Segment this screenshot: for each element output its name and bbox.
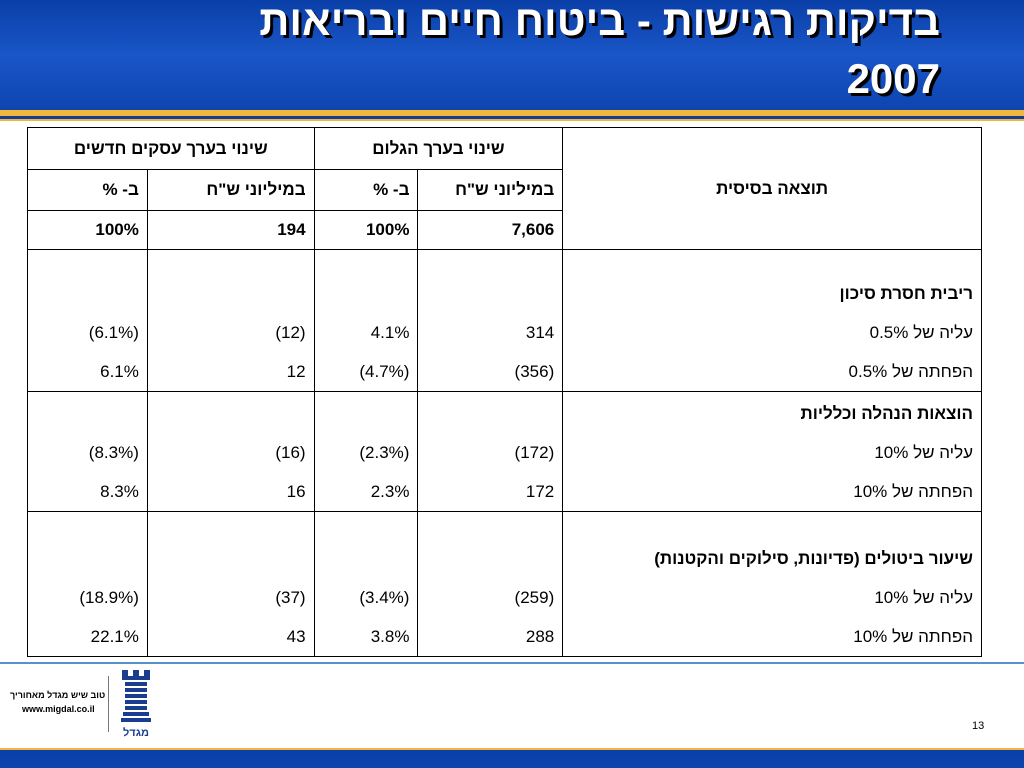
cell: (3.4%) xyxy=(359,588,410,607)
cell: 314 xyxy=(525,323,555,342)
logo-separator xyxy=(108,676,109,732)
group-title: שיעור ביטולים (פדיונות, סילוקים והקטנות) xyxy=(654,549,973,568)
group-admin-expenses: (8.3%) 8.3% (16) 16 (2.3%) 2.3% (172) 17… xyxy=(27,391,982,512)
cell: (4.7%) xyxy=(359,362,410,381)
cell: 16 xyxy=(286,482,306,501)
base-nb-percent: 100% xyxy=(27,210,148,250)
row-label: הפחתה של 0.5% xyxy=(848,362,973,381)
title-banner: בדיקות רגישות - ביטוח חיים ובריאות 2007 xyxy=(0,0,1024,110)
col-nb-millions: (37) 43 xyxy=(146,511,315,657)
base-ev-millions: 7,606 xyxy=(417,210,564,250)
cell: 43 xyxy=(286,627,306,646)
col-ev-percent: (3.4%) 3.8% xyxy=(313,511,419,657)
slide-title-line2: 2007 xyxy=(846,55,940,102)
col-ev-percent: 4.1% (4.7%) xyxy=(313,249,419,392)
col-ev-millions: (172) 172 xyxy=(417,391,564,512)
cell: 288 xyxy=(525,627,555,646)
col-labels: שיעור ביטולים (פדיונות, סילוקים והקטנות)… xyxy=(562,511,982,657)
cell: 12 xyxy=(286,362,306,381)
page-number: 13 xyxy=(972,720,985,732)
basis-label: תוצאה בסיסית xyxy=(562,127,982,250)
header-new-business: שינוי בערך עסקים חדשים xyxy=(27,127,315,170)
cell: 22.1% xyxy=(90,627,139,646)
cell: (172) xyxy=(514,443,555,462)
base-row: 100% 194 100% 7,606 xyxy=(27,210,982,250)
col-ev-percent: (2.3%) 2.3% xyxy=(313,391,419,512)
sensitivity-table: שינוי בערך עסקים חדשים שינוי בערך הגלום … xyxy=(27,127,982,657)
col-ev-millions: 314 (356) xyxy=(417,249,564,392)
cell: (6.1%) xyxy=(88,323,139,342)
cell: (259) xyxy=(514,588,555,607)
cell: (16) xyxy=(275,443,306,462)
base-ev-percent: 100% xyxy=(313,210,419,250)
row-label: הפחתה של 10% xyxy=(853,627,973,646)
bottom-blue-bar xyxy=(0,750,1024,768)
footer-url: www.migdal.co.il xyxy=(22,704,95,714)
group-risk-free-rate: (6.1%) 6.1% (12) 12 4.1% (4.7%) 314 (356… xyxy=(27,249,982,392)
group-title: ריבית חסרת סיכון xyxy=(839,284,974,303)
col-nb-percent: (8.3%) 8.3% xyxy=(27,391,148,512)
slide-title: בדיקות רגישות - ביטוח חיים ובריאות 2007 xyxy=(40,0,940,108)
header-nb-percent: ב- % xyxy=(27,169,148,211)
group-lapse-rate: (18.9%) 22.1% (37) 43 (3.4%) 3.8% (259) … xyxy=(27,511,982,657)
row-label: הפחתה של 10% xyxy=(853,482,973,501)
cell: 2.3% xyxy=(370,482,410,501)
cell: (356) xyxy=(514,362,555,381)
cell: 172 xyxy=(525,482,555,501)
bottom-gold-stripe xyxy=(0,748,1024,750)
sub-header-row: ב- % במיליוני ש"ח ב- % במיליוני ש"ח xyxy=(27,169,982,211)
footer-slogan: טוב שיש מגדל מאחוריך xyxy=(10,690,106,700)
cell: 3.8% xyxy=(370,627,410,646)
row-label: עליה של 10% xyxy=(874,443,973,462)
row-label: עליה של 0.5% xyxy=(869,323,973,342)
group-title: הוצאות הנהלה וכלליות xyxy=(800,404,973,423)
header-embedded-value: שינוי בערך הגלום xyxy=(313,127,564,170)
col-labels: ריבית חסרת סיכון עליה של 0.5% הפחתה של 0… xyxy=(562,249,982,392)
cell: 8.3% xyxy=(100,482,139,501)
cell: 4.1% xyxy=(370,323,410,342)
footer-divider xyxy=(0,662,1024,664)
gold-stripe xyxy=(0,110,1024,116)
col-ev-millions: (259) 288 xyxy=(417,511,564,657)
cell: (37) xyxy=(275,588,306,607)
col-nb-percent: (18.9%) 22.1% xyxy=(27,511,148,657)
migdal-tower-logo-icon: מגדל xyxy=(121,670,151,739)
base-nb-millions: 194 xyxy=(146,210,315,250)
header-ev-percent: ב- % xyxy=(313,169,419,211)
cell: (12) xyxy=(275,323,306,342)
cell: (8.3%) xyxy=(88,443,139,462)
blue-stripe xyxy=(0,116,1024,119)
cell: (2.3%) xyxy=(359,443,410,462)
col-nb-millions: (12) 12 xyxy=(146,249,315,392)
cell: 6.1% xyxy=(100,362,139,381)
logo-wordmark: מגדל xyxy=(123,726,149,739)
col-nb-percent: (6.1%) 6.1% xyxy=(27,249,148,392)
slide-title-line1: בדיקות רגישות - ביטוח חיים ובריאות xyxy=(259,0,940,44)
gold-stripe-thin xyxy=(0,119,1024,121)
row-label: עליה של 10% xyxy=(874,588,973,607)
col-labels: הוצאות הנהלה וכלליות עליה של 10% הפחתה ש… xyxy=(562,391,982,512)
group-header-row: שינוי בערך עסקים חדשים שינוי בערך הגלום … xyxy=(27,127,982,250)
cell: (18.9%) xyxy=(79,588,139,607)
col-nb-millions: (16) 16 xyxy=(146,391,315,512)
header-nb-millions: במיליוני ש"ח xyxy=(146,169,315,211)
header-ev-millions: במיליוני ש"ח xyxy=(417,169,564,211)
